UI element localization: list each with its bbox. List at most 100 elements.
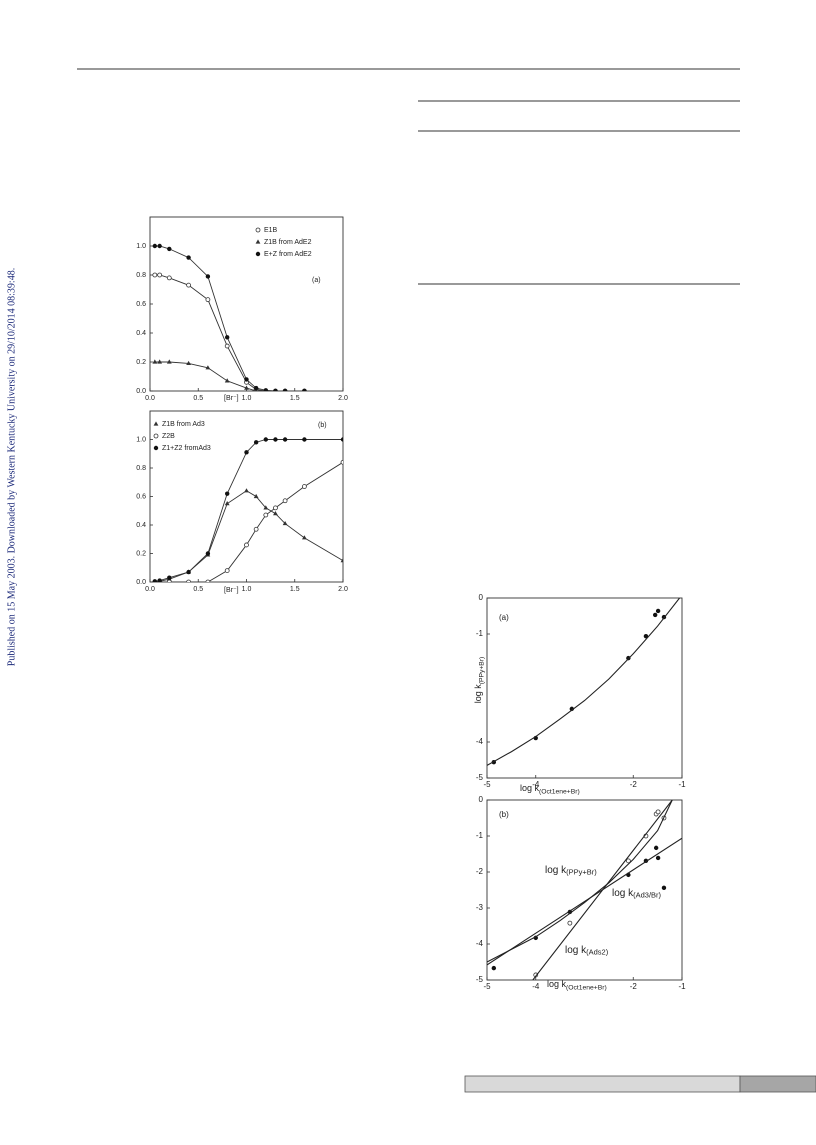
data-point bbox=[282, 437, 288, 442]
data-point bbox=[186, 360, 191, 366]
x-tick-label: -5 bbox=[483, 780, 491, 789]
data-point bbox=[253, 526, 259, 532]
data-point bbox=[625, 858, 631, 864]
x-tick-label: -1 bbox=[678, 780, 686, 789]
x-tick-label: 1.0 bbox=[242, 395, 252, 402]
label-main: log k bbox=[473, 684, 483, 704]
label-sub: (PPy+Br) bbox=[566, 867, 597, 876]
data-point bbox=[205, 274, 211, 279]
series-line bbox=[154, 490, 343, 582]
data-point bbox=[655, 809, 661, 815]
axis-label: log k(Ads2) bbox=[565, 945, 609, 957]
data-point bbox=[282, 498, 288, 504]
x-tick-label: 1.5 bbox=[290, 586, 300, 593]
data-point bbox=[224, 343, 230, 349]
label-main: log k bbox=[612, 888, 634, 899]
data-point bbox=[652, 612, 658, 618]
legend-label: E1B bbox=[264, 227, 278, 234]
y-tick-label: 0.8 bbox=[136, 272, 146, 279]
legend-marker bbox=[153, 421, 159, 426]
series-line bbox=[154, 361, 305, 391]
data-point bbox=[253, 385, 259, 391]
series-line bbox=[154, 461, 343, 582]
data-point bbox=[205, 579, 211, 582]
data-point bbox=[166, 275, 172, 281]
footer-bar bbox=[464, 1075, 741, 1093]
data-point bbox=[205, 365, 211, 370]
label-main: log k bbox=[547, 979, 567, 989]
plot-frame bbox=[149, 410, 344, 583]
x-tick-label: 0.5 bbox=[193, 586, 203, 593]
y-tick-label: 0.8 bbox=[136, 465, 146, 472]
y-tick-label: 0 bbox=[479, 593, 484, 602]
y-tick-label: 0.2 bbox=[136, 550, 146, 557]
x-tick-label: 2.0 bbox=[338, 586, 348, 593]
y-tick-label: -5 bbox=[476, 773, 484, 782]
data-point bbox=[157, 578, 162, 582]
data-point bbox=[152, 359, 158, 364]
data-point bbox=[157, 359, 163, 364]
label-main: log k bbox=[520, 783, 540, 793]
x-tick-label: -2 bbox=[630, 780, 638, 789]
x-tick-label: 0.0 bbox=[145, 395, 155, 402]
y-tick-label: 0.6 bbox=[136, 301, 146, 308]
label-sub: (Oct1ene+Br) bbox=[566, 984, 607, 991]
x-tick-label: 0.0 bbox=[145, 586, 155, 593]
data-point bbox=[253, 493, 259, 499]
y-tick-label: -4 bbox=[476, 737, 484, 746]
plot-area bbox=[487, 800, 682, 980]
data-point bbox=[282, 520, 288, 526]
data-point bbox=[273, 511, 278, 516]
legend-label: Z1B from AdE2 bbox=[264, 239, 312, 246]
legend-label: Z2B bbox=[162, 433, 175, 440]
x-axis-label: [Br⁻] bbox=[224, 587, 239, 594]
legend-label: Z1+Z2 fromAd3 bbox=[162, 445, 211, 452]
data-point bbox=[186, 282, 192, 288]
y-tick-label: 0.0 bbox=[136, 579, 146, 586]
x-tick-label: 1.5 bbox=[290, 395, 300, 402]
legend-marker bbox=[255, 239, 261, 244]
data-point bbox=[302, 535, 307, 540]
data-point bbox=[643, 633, 649, 639]
axis-label: log k(Ad3/Br) bbox=[612, 888, 662, 900]
data-point bbox=[653, 845, 659, 851]
data-point bbox=[655, 608, 661, 614]
data-point bbox=[244, 450, 249, 455]
footer-bar-page bbox=[739, 1075, 816, 1093]
plot-frame bbox=[486, 597, 683, 779]
x-tick-label: -2 bbox=[630, 982, 638, 991]
data-point bbox=[253, 440, 259, 445]
data-point bbox=[225, 491, 230, 496]
y-tick-label: -5 bbox=[476, 975, 484, 984]
label-main: log k bbox=[565, 945, 587, 956]
x-tick-label: 2.0 bbox=[338, 395, 348, 402]
data-point bbox=[186, 569, 191, 575]
data-point bbox=[224, 501, 230, 506]
y-tick-label: 1.0 bbox=[136, 436, 146, 443]
data-point bbox=[244, 542, 249, 548]
legend-marker bbox=[255, 227, 261, 233]
series-line bbox=[154, 245, 305, 391]
data-point bbox=[224, 378, 230, 383]
data-point bbox=[491, 965, 497, 971]
data-point bbox=[273, 505, 278, 511]
data-point bbox=[244, 488, 249, 493]
data-point bbox=[567, 920, 573, 926]
y-tick-label: 0.4 bbox=[136, 330, 146, 337]
x-tick-label: -1 bbox=[678, 982, 686, 991]
x-tick-label: 0.5 bbox=[193, 395, 203, 402]
data-point bbox=[340, 437, 343, 442]
data-point bbox=[302, 437, 307, 442]
panel-label: (b) bbox=[318, 422, 327, 429]
axis-label: log k(Oct1ene+Br) bbox=[520, 783, 580, 795]
x-axis-label: [Br⁻] bbox=[224, 395, 239, 402]
fit-line bbox=[487, 800, 673, 963]
data-point bbox=[661, 885, 667, 891]
data-point bbox=[152, 243, 158, 249]
legend-marker bbox=[153, 445, 159, 451]
data-point bbox=[301, 484, 307, 489]
fit-line bbox=[487, 598, 680, 766]
data-point bbox=[340, 459, 343, 465]
plot-area bbox=[152, 243, 307, 391]
y-tick-label: 0.4 bbox=[136, 522, 146, 529]
